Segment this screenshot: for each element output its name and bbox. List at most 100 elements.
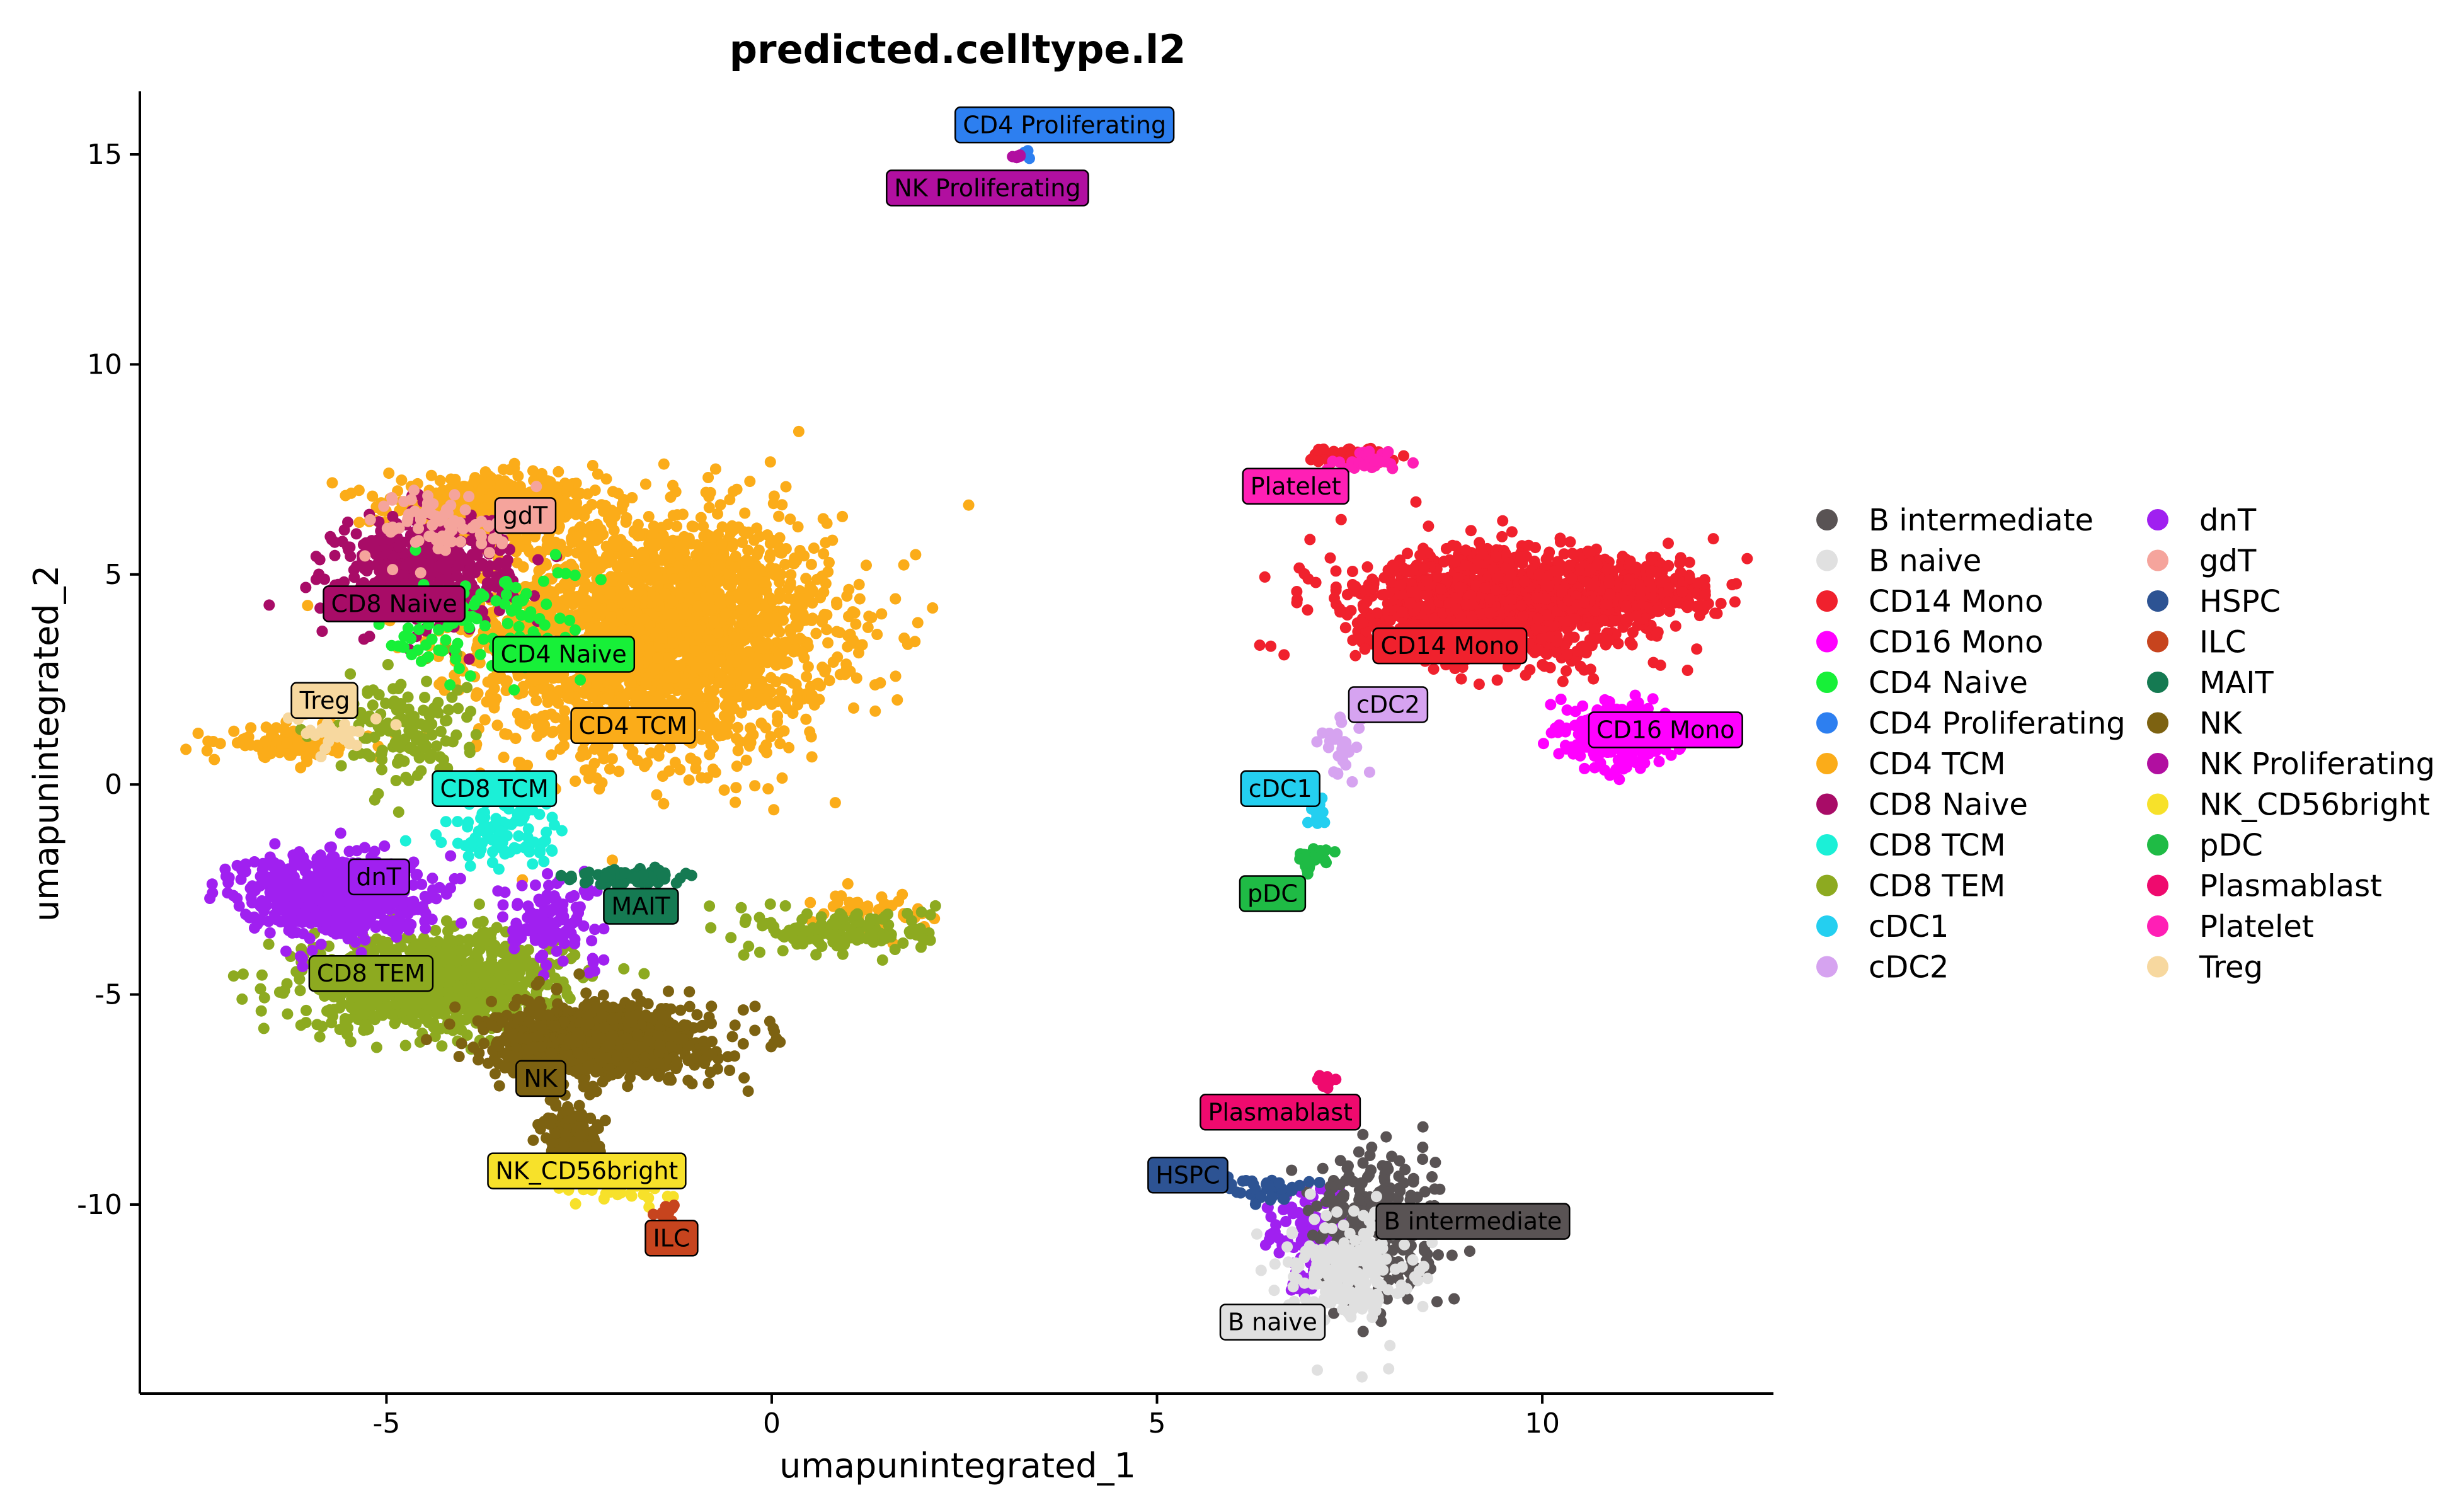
point <box>488 976 500 988</box>
point <box>479 466 491 478</box>
point <box>608 524 620 536</box>
point <box>798 550 810 562</box>
point <box>255 1005 267 1017</box>
point <box>638 564 650 576</box>
point <box>528 686 540 698</box>
point <box>481 577 493 589</box>
point <box>546 726 558 738</box>
point <box>586 498 598 510</box>
point <box>516 962 528 974</box>
point <box>402 691 414 703</box>
point <box>353 517 365 529</box>
point <box>350 528 362 540</box>
point <box>830 890 842 902</box>
point <box>549 712 561 724</box>
point <box>255 983 266 995</box>
point <box>530 695 542 706</box>
point <box>472 917 484 929</box>
point <box>927 602 939 614</box>
point <box>383 467 395 479</box>
point <box>310 573 322 585</box>
point <box>682 652 694 664</box>
point <box>702 690 714 702</box>
point <box>748 534 760 546</box>
point <box>736 679 748 690</box>
point <box>433 977 445 989</box>
point <box>898 633 910 644</box>
point <box>498 464 509 476</box>
point <box>496 984 508 995</box>
point <box>777 945 789 957</box>
point <box>604 588 616 600</box>
point <box>329 549 341 561</box>
point <box>723 579 735 591</box>
point <box>879 932 891 944</box>
point <box>569 498 581 510</box>
point <box>488 696 499 707</box>
point <box>853 578 865 590</box>
point <box>472 946 484 958</box>
point <box>821 517 833 529</box>
point <box>721 680 733 692</box>
point <box>772 612 784 624</box>
point <box>256 969 268 981</box>
point <box>731 760 743 772</box>
point <box>371 996 383 1008</box>
point <box>816 662 828 673</box>
point <box>512 470 524 482</box>
point <box>829 797 841 809</box>
point <box>314 1031 326 1043</box>
point <box>390 775 402 786</box>
point <box>553 466 564 478</box>
point <box>463 653 475 665</box>
point <box>773 510 785 522</box>
point <box>852 927 864 939</box>
point <box>411 940 423 952</box>
point <box>731 721 743 733</box>
point <box>811 934 823 946</box>
point <box>634 638 646 650</box>
point <box>570 776 581 787</box>
point <box>548 586 560 598</box>
point <box>609 675 621 687</box>
point <box>434 751 446 763</box>
point <box>799 614 811 626</box>
point <box>339 1016 351 1028</box>
point <box>499 959 511 971</box>
points-dnt <box>204 827 1361 1300</box>
point <box>358 1024 370 1036</box>
point <box>782 583 794 595</box>
point <box>554 538 566 550</box>
point <box>364 751 376 763</box>
point <box>527 465 539 477</box>
point <box>759 692 770 704</box>
point <box>816 613 828 625</box>
point <box>730 654 742 665</box>
point <box>335 760 347 772</box>
point <box>678 640 690 652</box>
point <box>559 730 570 742</box>
point <box>445 946 457 958</box>
point <box>667 595 679 607</box>
point <box>792 699 804 711</box>
point <box>491 922 503 934</box>
point <box>769 568 781 580</box>
point <box>546 749 558 761</box>
point <box>214 738 226 750</box>
point <box>890 670 902 682</box>
point <box>575 590 587 602</box>
point <box>808 542 820 554</box>
point <box>658 458 670 470</box>
point <box>441 714 453 726</box>
point <box>772 716 783 728</box>
point <box>554 603 566 615</box>
point <box>764 898 776 910</box>
point <box>876 954 888 966</box>
point <box>696 661 707 673</box>
point <box>616 498 628 510</box>
point <box>716 521 728 533</box>
point <box>764 548 776 560</box>
point <box>832 651 844 663</box>
point <box>818 548 830 559</box>
point <box>719 607 731 619</box>
